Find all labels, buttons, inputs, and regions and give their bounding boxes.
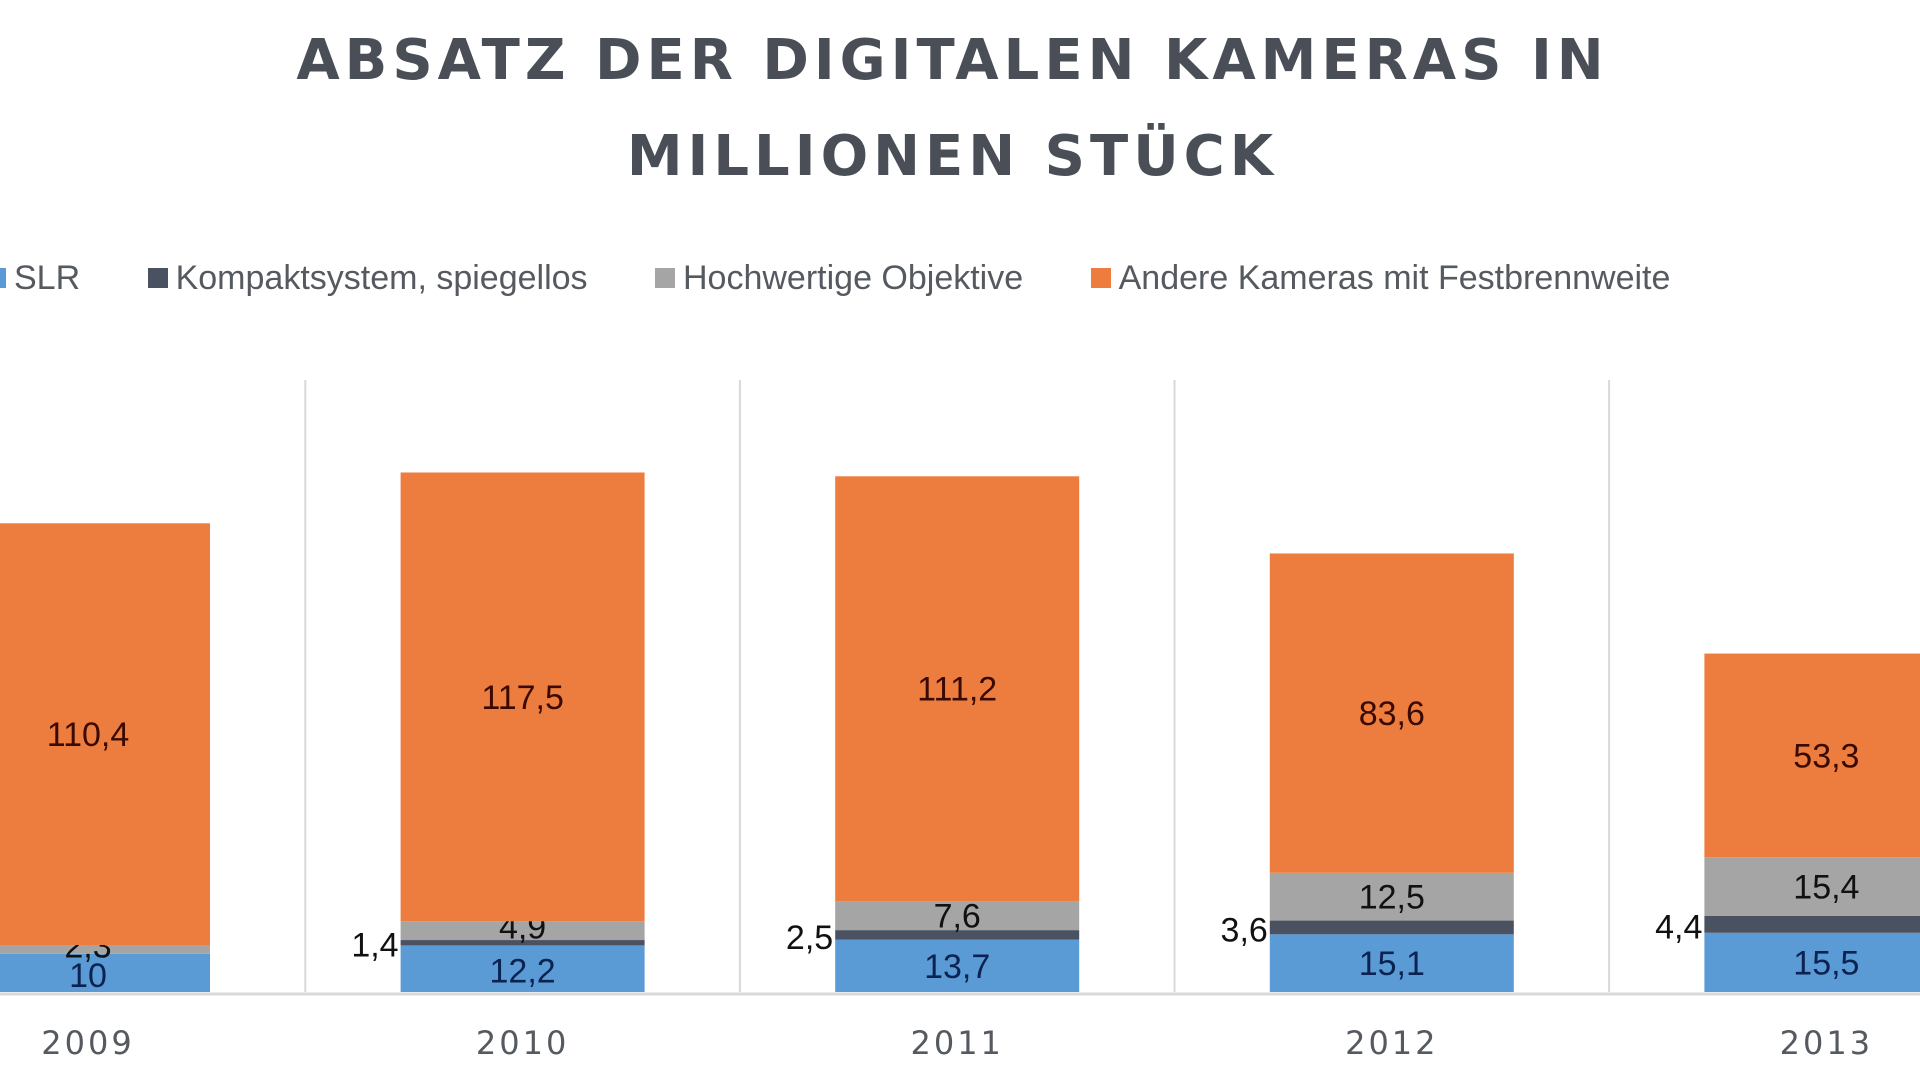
bar-segment-andere-kameras-mit-festbrennweite-2013 [1704,653,1920,858]
data-label: 83,6 [1359,695,1425,733]
bar-segment-hochwertige-objektive-2009 [0,945,210,954]
data-label: 53,3 [1793,737,1859,775]
legend-label-kompaktsystem: Kompaktsystem, spiegellos [175,258,588,297]
legend-swatch-andere [1090,268,1111,288]
bar-segment-andere-kameras-mit-festbrennweite-2011 [835,476,1080,902]
bar-segment-slr-2013 [1704,932,1920,992]
data-label: 3,6 [1221,911,1268,949]
legend-label-objektive: Hochwertige Objektive [683,258,1024,297]
data-label: 12,2 [490,953,556,991]
legend-item-kompaktsystem: Kompaktsystem, spiegellos [147,258,588,298]
legend-swatch-kompaktsystem [147,268,168,288]
bar-segment-andere-kameras-mit-festbrennweite-2009 [0,523,210,946]
bar-segment-hochwertige-objektive-2012 [1269,872,1514,921]
chart-title-line-2: MILLIONEN STÜCK [626,124,1279,189]
x-tick-label: 2009 [41,1024,134,1062]
data-label: 12,5 [1359,879,1425,917]
legend-label-slr: SLR [14,258,81,297]
bar-segment-hochwertige-objektive-2013 [1704,857,1920,916]
bar-segment-kompaktsystem-spiegellos-2013 [1704,915,1920,933]
x-tick-label: 2011 [910,1024,1003,1062]
x-tick-label: 2013 [1780,1024,1873,1062]
legend: SLR Kompaktsystem, spiegellos Hochwertig… [0,258,1728,298]
data-label: 4,4 [1655,908,1702,946]
bar-segment-slr-2009 [0,953,210,992]
bar-segment-andere-kameras-mit-festbrennweite-2012 [1269,553,1514,873]
data-label: 15,4 [1793,869,1859,907]
bar-segment-hochwertige-objektive-2010 [400,921,645,941]
legend-item-andere: Andere Kameras mit Festbrennweite [1090,258,1671,298]
data-label: 10 [69,957,107,995]
data-label: 15,5 [1793,944,1859,982]
bar-segment-kompaktsystem-spiegellos-2011 [835,930,1080,940]
data-label: 7,6 [934,898,981,936]
data-label: 15,1 [1359,945,1425,983]
legend-item-objektive: Hochwertige Objektive [655,259,1023,298]
data-label: 117,5 [481,679,564,717]
data-label: 1,4 [351,927,398,965]
bar-segment-kompaktsystem-spiegellos-2010 [400,940,645,946]
bar-segment-kompaktsystem-spiegellos-2012 [1269,920,1514,935]
legend-swatch-slr [0,268,6,288]
bar-segment-slr-2010 [400,945,645,992]
legend-label-andere: Andere Kameras mit Festbrennweite [1118,258,1671,297]
bar-segment-hochwertige-objektive-2011 [835,901,1080,931]
bar-segment-slr-2012 [1269,934,1514,992]
bar-segment-andere-kameras-mit-festbrennweite-2010 [400,472,645,922]
chart-title-line-1: ABSATZ DER DIGITALEN KAMERAS IN [296,28,1609,93]
x-tick-label: 2010 [476,1024,569,1062]
data-label: 110,4 [47,716,130,754]
data-label: 111,2 [917,671,997,709]
bar-segment-slr-2011 [835,939,1080,992]
data-label: 13,7 [924,948,990,986]
legend-item-slr: SLR [0,259,80,298]
legend-swatch-objektive [655,268,675,288]
x-tick-label: 2012 [1345,1024,1438,1062]
data-label: 2,5 [786,919,833,957]
